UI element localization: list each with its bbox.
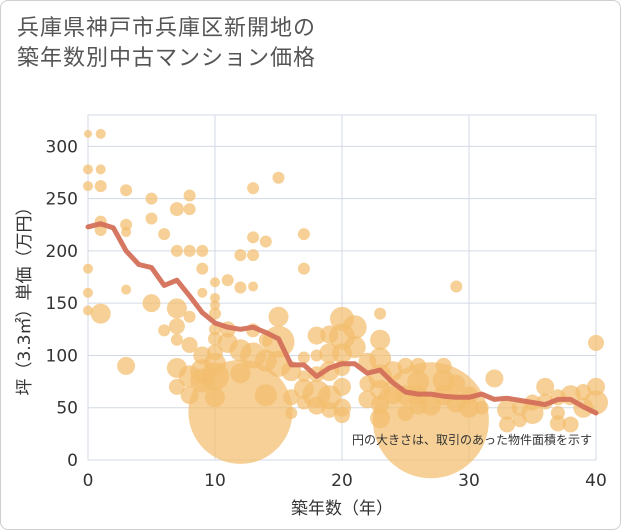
bubble-point bbox=[536, 377, 555, 396]
bubble-point bbox=[247, 182, 260, 195]
bubble-point bbox=[297, 262, 310, 275]
bubble-point bbox=[247, 231, 260, 244]
y-tick-label: 150 bbox=[46, 294, 78, 314]
bubble-point bbox=[285, 406, 298, 419]
bubble-point bbox=[272, 171, 285, 184]
bubble-point bbox=[499, 416, 516, 433]
bubble-point bbox=[94, 180, 107, 193]
bubble-point bbox=[158, 228, 171, 241]
bubble-point bbox=[248, 281, 259, 292]
bubble-point bbox=[297, 351, 310, 364]
bubble-point bbox=[210, 300, 220, 311]
bubble-point bbox=[209, 307, 221, 320]
bubble-point bbox=[497, 399, 518, 420]
bubble-point bbox=[210, 277, 220, 288]
bubble-point bbox=[297, 370, 310, 383]
x-tick-label: 40 bbox=[585, 471, 607, 491]
bubble-point bbox=[234, 249, 247, 262]
bubble-point bbox=[83, 305, 93, 316]
chart-title-line1: 兵庫県神戸市兵庫区新開地の bbox=[17, 16, 317, 41]
bubble-point bbox=[158, 324, 171, 337]
y-tick-label: 100 bbox=[46, 346, 78, 366]
bubble-point bbox=[84, 129, 92, 138]
bubble-point bbox=[343, 336, 366, 359]
bubble-point bbox=[183, 189, 196, 202]
bubble-point bbox=[221, 274, 234, 287]
bubble-point bbox=[369, 347, 392, 370]
bubble-point bbox=[247, 249, 260, 262]
y-tick-label: 50 bbox=[56, 399, 78, 419]
y-tick-label: 200 bbox=[46, 242, 78, 262]
y-tick-label: 0 bbox=[67, 451, 78, 471]
bubble-point bbox=[333, 377, 351, 396]
bubble-point bbox=[254, 384, 277, 407]
bubble-point bbox=[183, 244, 196, 257]
bubble-point bbox=[259, 235, 272, 248]
bubble-point bbox=[342, 315, 367, 340]
bubble-size-note: 円の大きさは、取引のあった物件面積を示す bbox=[352, 432, 592, 447]
bubble-point bbox=[196, 244, 209, 257]
bubble-point bbox=[450, 280, 463, 293]
bubble-point bbox=[170, 244, 183, 257]
bubble-point bbox=[121, 227, 132, 238]
chart-title: 兵庫県神戸市兵庫区新開地の 築年数別中古マンション価格 bbox=[17, 14, 316, 74]
bubble-point bbox=[334, 407, 350, 424]
bubble-point bbox=[83, 164, 93, 175]
x-tick-label: 0 bbox=[83, 471, 94, 491]
bubble-point bbox=[166, 298, 187, 319]
bubble-point bbox=[83, 181, 93, 192]
bubble-point bbox=[181, 337, 198, 353]
x-axis-label: 築年数（年） bbox=[291, 499, 393, 519]
bubble-point bbox=[588, 334, 604, 351]
bubble-point bbox=[435, 357, 452, 374]
y-tick-label: 250 bbox=[46, 190, 78, 210]
bubble-point bbox=[459, 397, 479, 418]
bubble-point bbox=[170, 333, 183, 346]
bubble-point bbox=[120, 218, 133, 231]
bubble-point bbox=[197, 287, 208, 298]
bubble-point bbox=[297, 228, 310, 241]
bubble-point bbox=[83, 287, 93, 298]
bubble-point bbox=[474, 400, 489, 415]
bubble-point bbox=[230, 363, 251, 384]
bubble-point bbox=[145, 192, 158, 205]
bubble-point bbox=[183, 203, 196, 216]
bubble-point bbox=[121, 284, 132, 295]
bubble-point bbox=[168, 318, 185, 335]
bubble-point bbox=[169, 202, 184, 217]
bubble-point bbox=[145, 212, 158, 225]
bubble-point bbox=[370, 329, 391, 350]
bubble-point bbox=[447, 374, 466, 393]
x-tick-label: 20 bbox=[331, 471, 353, 491]
y-tick-label: 300 bbox=[46, 137, 78, 157]
axes: 0 10 20 30 40 0 50 100 150 200 250 300 bbox=[46, 137, 607, 491]
bubble-point bbox=[142, 294, 161, 313]
chart-title-line2: 築年数別中古マンション価格 bbox=[17, 46, 317, 71]
bubble-point bbox=[83, 263, 93, 274]
bubble-point bbox=[95, 164, 106, 175]
bubble-point bbox=[95, 128, 106, 139]
bubble-point bbox=[183, 310, 196, 323]
x-tick-label: 30 bbox=[458, 471, 480, 491]
y-axis-label: 坪（3.3㎡）単価（万円） bbox=[15, 198, 35, 395]
bubble-point bbox=[549, 415, 566, 432]
bubble-point bbox=[268, 306, 289, 327]
x-tick-label: 10 bbox=[204, 471, 226, 491]
bubble-point bbox=[234, 281, 247, 294]
bubble-point bbox=[587, 377, 605, 396]
bubble-point bbox=[210, 292, 220, 303]
bubble-point bbox=[90, 303, 111, 324]
bubble-point bbox=[196, 262, 209, 275]
bubble-point bbox=[562, 416, 579, 433]
bubble-point bbox=[485, 369, 504, 388]
trend-layer bbox=[85, 221, 599, 416]
bubble-point bbox=[374, 307, 387, 320]
bubble-point bbox=[117, 356, 136, 375]
average-price-line bbox=[85, 221, 599, 416]
bubble-point bbox=[120, 184, 133, 197]
